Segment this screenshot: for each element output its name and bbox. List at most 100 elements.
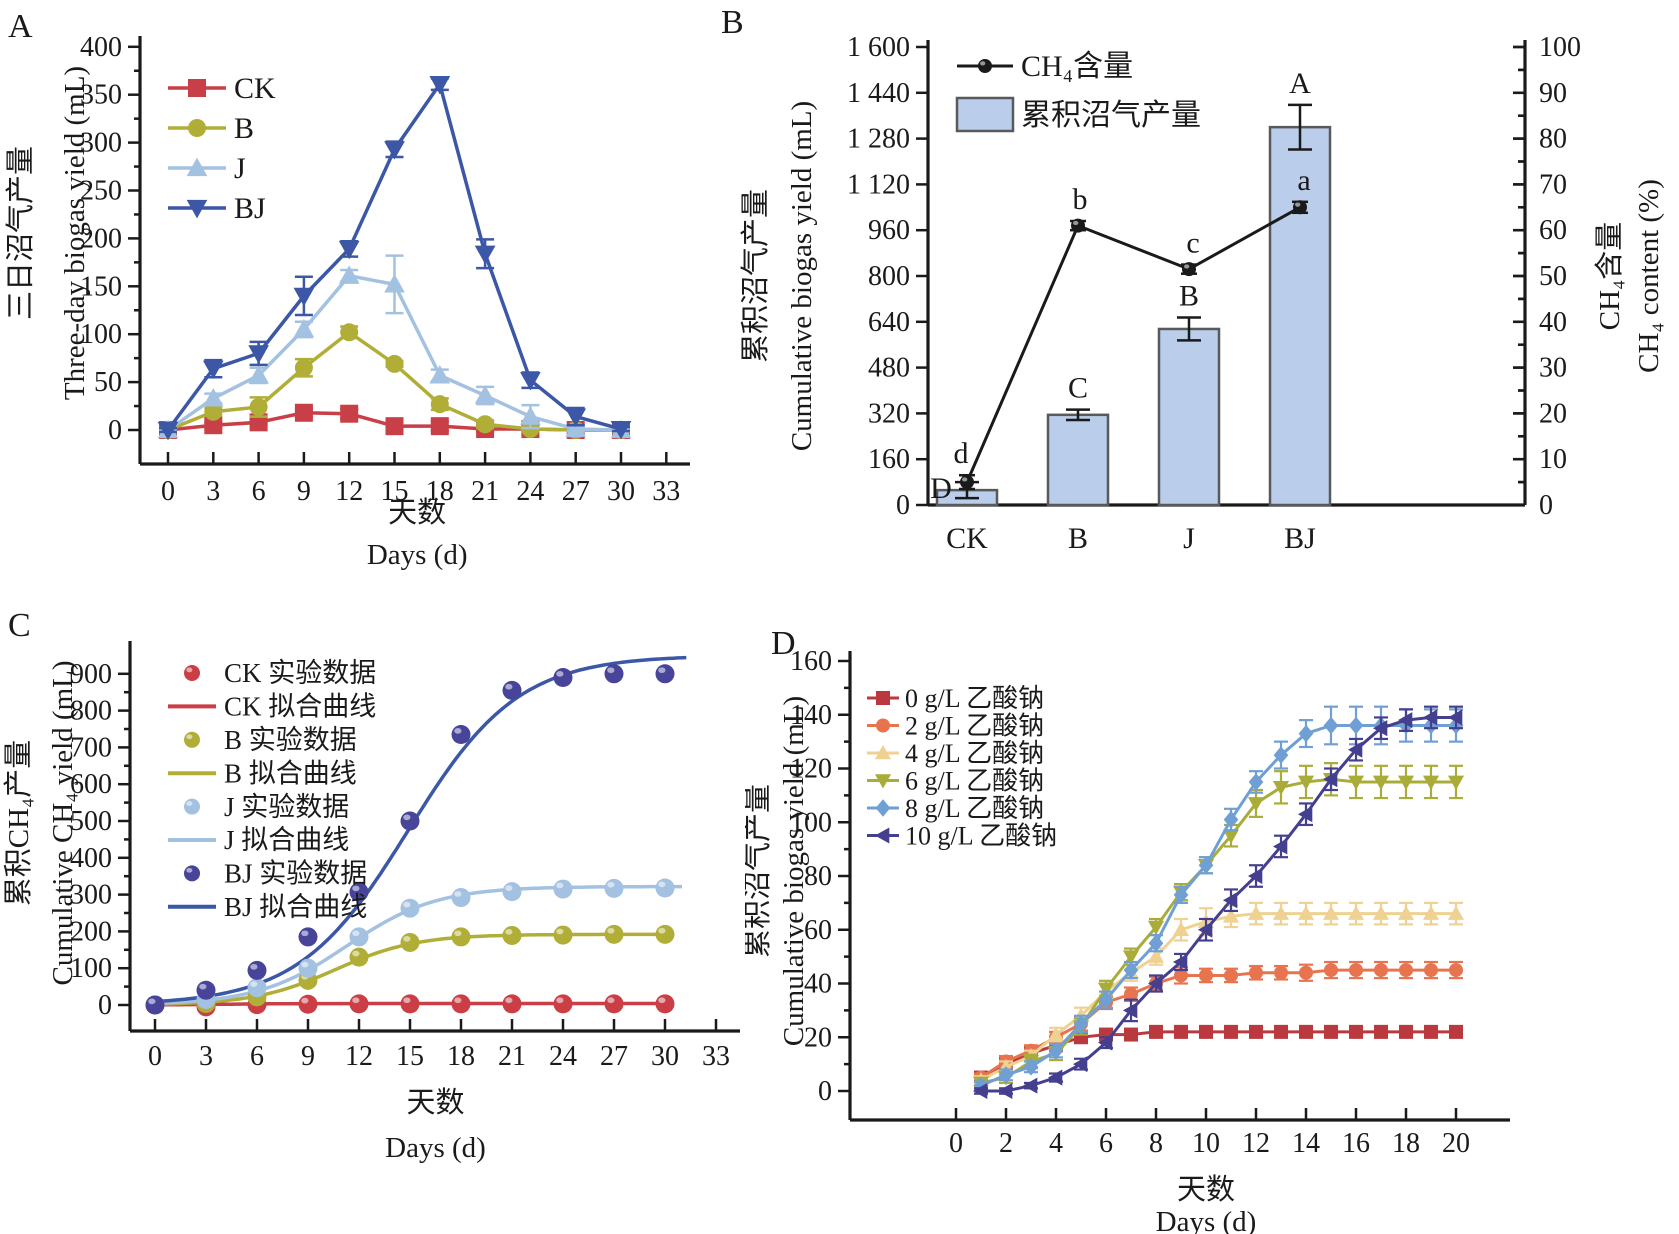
svg-text:B 实验数据: B 实验数据 [224,725,357,755]
svg-text:BJ 实验数据: BJ 实验数据 [224,859,367,889]
svg-text:160: 160 [868,444,910,475]
svg-text:1 440: 1 440 [847,78,910,109]
svg-text:800: 800 [70,696,112,727]
panel-b: B 0 160 320 480 640 800 960 1 120 1 280 1 440 1 60… [705,0,1679,585]
svg-text:天数: 天数 [388,496,446,529]
svg-text:累积沼气产量: 累积沼气产量 [739,189,772,363]
svg-text:300: 300 [70,880,112,911]
svg-text:0: 0 [896,490,910,521]
svg-text:320: 320 [868,398,910,429]
svg-text:33: 33 [652,476,680,507]
svg-text:12: 12 [1242,1128,1270,1159]
svg-text:0: 0 [108,415,122,446]
svg-text:CH₄含量: CH₄含量 [1021,50,1133,83]
svg-text:100: 100 [70,953,112,984]
svg-text:Days (d): Days (d) [1156,1206,1257,1234]
svg-text:27: 27 [562,476,590,507]
svg-text:BJ 拟合曲线: BJ 拟合曲线 [224,892,367,922]
svg-text:天数: 天数 [406,1086,464,1119]
svg-text:50: 50 [94,367,122,398]
svg-text:J 实验数据: J 实验数据 [224,792,349,822]
svg-text:18: 18 [426,476,454,507]
panel-c-label: C [8,607,31,644]
panel-c-fit-BJ [154,655,687,1004]
svg-text:50: 50 [1539,261,1567,292]
svg-text:BJ: BJ [234,192,266,225]
svg-text:6 g/L 乙酸钠: 6 g/L 乙酸钠 [905,766,1044,795]
svg-text:100: 100 [1539,32,1581,63]
svg-text:12: 12 [335,476,363,507]
svg-text:Three-day biogas yield (mL): Three-day biogas yield (mL) [59,66,91,400]
svg-text:三日沼气产量: 三日沼气产量 [4,146,37,320]
svg-text:1 280: 1 280 [847,124,910,155]
panel-b-bars: D C B A [930,67,1332,507]
svg-text:400: 400 [70,843,112,874]
svg-text:27: 27 [600,1041,628,1072]
svg-text:18: 18 [1392,1128,1420,1159]
svg-text:0 g/L 乙酸钠: 0 g/L 乙酸钠 [905,684,1044,713]
svg-text:D: D [930,472,952,505]
svg-text:500: 500 [70,806,112,837]
svg-text:1 600: 1 600 [847,32,910,63]
panel-d-series-1 [974,960,1463,1085]
svg-text:30: 30 [607,476,635,507]
panel-d-series-2 [972,901,1465,1087]
svg-text:累积沼气产量: 累积沼气产量 [1021,99,1201,132]
svg-text:100: 100 [80,319,122,350]
svg-text:CK 拟合曲线: CK 拟合曲线 [224,692,376,722]
svg-text:4: 4 [1049,1128,1063,1159]
svg-text:d: d [954,437,969,470]
svg-text:300: 300 [80,128,122,159]
svg-text:14: 14 [1292,1128,1320,1159]
svg-text:Days (d): Days (d) [367,539,468,571]
panel-b-ch4-line: d b c a [954,164,1311,491]
svg-text:0: 0 [818,1076,832,1107]
svg-text:24: 24 [549,1041,577,1072]
svg-text:160: 160 [790,646,832,677]
svg-text:CK 实验数据: CK 实验数据 [224,658,376,688]
svg-text:24: 24 [516,476,544,507]
svg-text:8: 8 [1149,1128,1163,1159]
svg-text:10 g/L 乙酸钠: 10 g/L 乙酸钠 [905,821,1057,850]
svg-text:6: 6 [1099,1128,1113,1159]
svg-text:Cumulative biogas yield (mL): Cumulative biogas yield (mL) [786,101,818,451]
svg-text:8 g/L 乙酸钠: 8 g/L 乙酸钠 [905,794,1044,823]
svg-text:0: 0 [1539,490,1553,521]
panel-d-series-4 [973,705,1464,1095]
svg-text:0: 0 [161,476,175,507]
svg-text:累积沼气产量: 累积沼气产量 [745,784,774,958]
svg-text:10: 10 [1539,444,1567,475]
svg-text:400: 400 [80,32,122,63]
svg-text:b: b [1073,183,1088,216]
svg-text:天数: 天数 [1177,1173,1235,1206]
svg-text:2: 2 [999,1128,1013,1159]
svg-text:30: 30 [1539,353,1567,384]
svg-text:a: a [1297,164,1310,197]
svg-text:15: 15 [396,1041,424,1072]
svg-text:12: 12 [345,1041,373,1072]
svg-text:0: 0 [148,1041,162,1072]
svg-text:J 拟合曲线: J 拟合曲线 [224,825,349,855]
svg-text:60: 60 [804,915,832,946]
svg-text:2 g/L 乙酸钠: 2 g/L 乙酸钠 [905,711,1044,740]
svg-text:40: 40 [1539,307,1567,338]
panel-c: C 0 100 200 300 400 500 600 700 800 900 0 3 6 9 12 15 18… [0,585,745,1234]
svg-text:60: 60 [1539,215,1567,246]
svg-text:15: 15 [381,476,409,507]
svg-text:250: 250 [80,176,122,207]
svg-text:B: B [1068,522,1088,555]
svg-text:4 g/L 乙酸钠: 4 g/L 乙酸钠 [905,739,1044,768]
svg-text:40: 40 [804,969,832,1000]
svg-text:c: c [1186,227,1199,260]
svg-text:21: 21 [498,1041,526,1072]
panel-a: A 0 50 100 150 200 250 300 350 400 0 3 6 9 12 15 18 21 24… [0,0,705,585]
svg-text:960: 960 [868,215,910,246]
svg-text:6: 6 [252,476,266,507]
svg-text:480: 480 [868,353,910,384]
svg-text:3: 3 [199,1041,213,1072]
